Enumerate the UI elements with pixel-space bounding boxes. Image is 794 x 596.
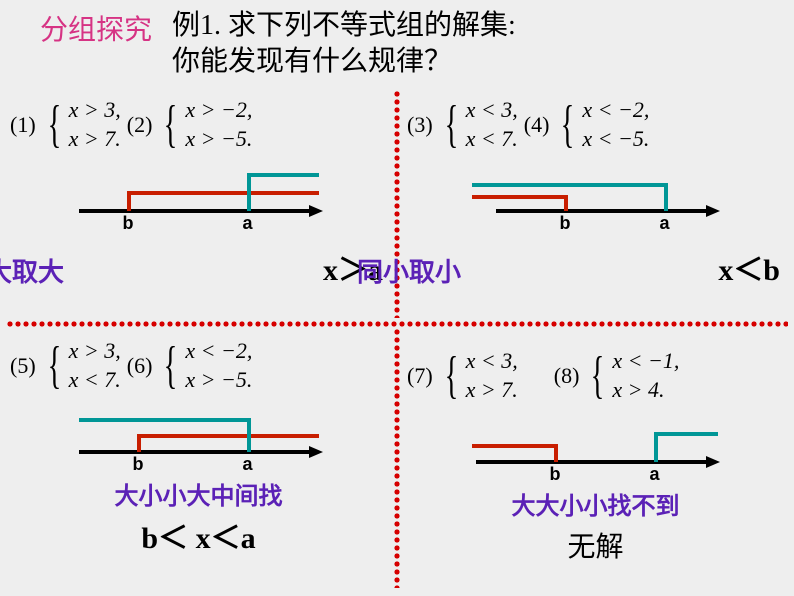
system-2-number: (2): [127, 112, 153, 138]
label-a: a: [660, 213, 670, 234]
system-5-line-2: x < 7.: [69, 366, 121, 395]
label-a: a: [243, 454, 253, 475]
system-7-line-1: x < 3,: [466, 347, 518, 376]
label-a: a: [243, 213, 253, 234]
rule-math-4: 无解: [397, 525, 794, 565]
system-5-line-1: x > 3,: [69, 337, 121, 366]
label-a: a: [650, 464, 660, 485]
system-8-line-1: x < −1,: [612, 347, 679, 376]
system-1-number: (1): [10, 112, 36, 138]
brace-icon: {: [164, 345, 178, 387]
label-b: b: [133, 454, 144, 475]
number-line-svg: [69, 161, 329, 231]
quadrant-2: (3) { x < 3, x < 7. (4) { x < −2, x < −5…: [397, 90, 794, 325]
brace-icon: {: [47, 345, 61, 387]
system-8-number: (8): [554, 363, 580, 389]
system-6-line-1: x < −2,: [185, 337, 252, 366]
content-grid: (1) { x > 3, x > 7. (2) { x > −2, x > −5…: [0, 90, 794, 590]
system-3-line-1: x < 3,: [466, 96, 518, 125]
system-3-line-2: x < 7.: [466, 125, 518, 154]
system-2-line-1: x > −2,: [185, 96, 252, 125]
example-title: 例1. 求下列不等式组的解集: 你能发现有什么规律？: [172, 8, 516, 81]
system-6-line-2: x > −5.: [185, 366, 252, 395]
number-line-svg: [466, 412, 726, 482]
brace-icon: {: [444, 355, 458, 397]
rule-text-4: 大大小小找不到: [397, 486, 794, 521]
label-b: b: [550, 464, 561, 485]
brace-icon: {: [561, 104, 575, 146]
number-line-svg: [69, 402, 329, 472]
system-1-line-2: x > 7.: [69, 125, 121, 154]
number-line-svg: [466, 161, 726, 231]
brace-icon: {: [591, 355, 605, 397]
rule-math-2: x＜b: [718, 245, 780, 289]
system-6-number: (6): [127, 353, 153, 379]
system-2-line-2: x > −5.: [185, 125, 252, 154]
title-line-2: 你能发现有什么规律？: [172, 44, 516, 80]
rule-math-3: b＜ x＜a: [0, 513, 397, 557]
quadrant-1: (1) { x > 3, x > 7. (2) { x > −2, x > −5…: [0, 90, 397, 325]
quadrant-4: (7) { x < 3, x > 7. (8) { x < −1, x > 4.: [397, 325, 794, 585]
title-line-1: 例1. 求下列不等式组的解集:: [172, 8, 516, 44]
system-5-number: (5): [10, 353, 36, 379]
system-7-number: (7): [407, 363, 433, 389]
rule-text-2: 同小取小: [337, 252, 461, 289]
system-7-line-2: x > 7.: [466, 376, 518, 405]
number-line-diagram-3: b a: [69, 402, 329, 472]
system-1-line-1: x > 3,: [69, 96, 121, 125]
label-b: b: [560, 213, 571, 234]
brace-icon: {: [47, 104, 61, 146]
rule-text-3: 大小小大中间找: [0, 476, 397, 511]
rule-text-1: 同大取大: [0, 252, 64, 289]
number-line-diagram-2: b a: [466, 161, 726, 231]
brace-icon: {: [444, 104, 458, 146]
system-4-line-2: x < −5.: [582, 125, 649, 154]
group-inquiry-title: 分组探究: [40, 8, 152, 81]
system-4-number: (4): [524, 112, 550, 138]
system-4-line-1: x < −2,: [582, 96, 649, 125]
quadrant-3: (5) { x > 3, x < 7. (6) { x < −2, x > −5…: [0, 325, 397, 585]
system-8-line-2: x > 4.: [612, 376, 679, 405]
label-b: b: [123, 213, 134, 234]
number-line-diagram-1: b a: [69, 161, 329, 231]
number-line-diagram-4: b a: [466, 412, 726, 482]
system-3-number: (3): [407, 112, 433, 138]
brace-icon: {: [164, 104, 178, 146]
